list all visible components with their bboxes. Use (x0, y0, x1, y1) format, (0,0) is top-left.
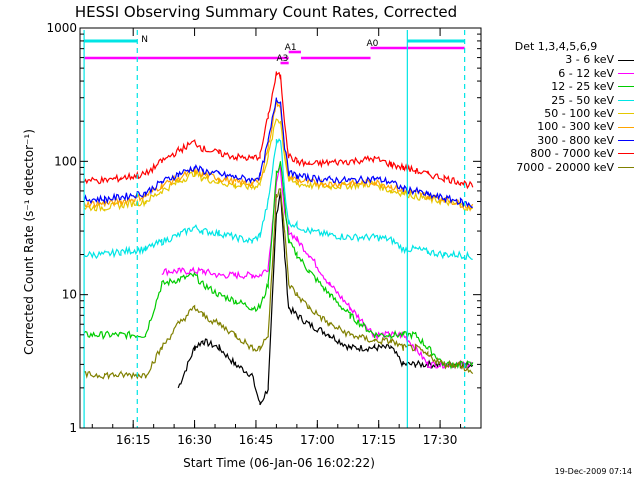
x-axis-ticks: 16:15 16:30 16:45 17:00 17:15 17:30 (91, 28, 462, 447)
x-tick-label-4: 17:00 (300, 433, 335, 447)
series-line-1 (177, 191, 474, 406)
legend-label: 800 - 7000 keV (530, 147, 614, 161)
footer-timestamp: 19-Dec-2009 07:14 (554, 467, 632, 476)
x-tick-label-6: 17:30 (423, 433, 458, 447)
legend: Det 1,3,4,5,6,9 3 - 6 keV 6 - 12 keV 12 - … (478, 40, 634, 174)
legend-label: 100 - 300 keV (537, 120, 614, 134)
legend-label: 300 - 800 keV (537, 133, 614, 147)
state-label-5: A3 (277, 54, 289, 64)
y-tick-label-2: 10 (62, 288, 77, 302)
legend-swatch (618, 73, 634, 75)
state-label-4: A0 (367, 39, 379, 49)
legend-entry: 300 - 800 keV (478, 134, 634, 147)
legend-entry: 25 - 50 keV (478, 94, 634, 107)
legend-label: 7000 - 20000 keV (516, 160, 614, 174)
state-label-2: A1 (285, 43, 297, 53)
legend-entry: 100 - 300 keV (478, 120, 634, 133)
y-tick-label-1: 1 (69, 421, 77, 435)
series-line-9 (84, 188, 474, 381)
legend-label: 6 - 12 keV (558, 66, 614, 80)
plot-frame (79, 27, 482, 429)
series-lines (83, 71, 474, 406)
x-tick-label-2: 16:30 (177, 433, 212, 447)
legend-label: 3 - 6 keV (565, 53, 614, 67)
x-tick-label-1: 16:15 (116, 433, 151, 447)
legend-entry: 3 - 6 keV (478, 53, 634, 66)
legend-entry: 12 - 25 keV (478, 80, 634, 93)
legend-swatch (618, 140, 634, 142)
chart-title: HESSI Observing Summary Count Rates, Cor… (75, 3, 457, 21)
legend-swatch (618, 153, 634, 155)
x-tick-label-5: 17:15 (361, 433, 396, 447)
legend-swatch (618, 99, 634, 101)
y-axis-label: Corrected Count Rate (s⁻¹ detector⁻¹) (22, 129, 36, 355)
y-tick-label-4: 1000 (46, 21, 77, 35)
series-line-2 (161, 164, 474, 370)
legend-label: 50 - 100 keV (544, 107, 614, 121)
vertical-markers (83, 30, 466, 428)
y-axis-ticks: 1 10 100 1000 (46, 21, 481, 435)
legend-entry: 7000 - 20000 keV (478, 161, 634, 174)
x-axis-label: Start Time (06-Jan-06 16:02:22) (183, 456, 375, 470)
legend-entry: 6 - 12 keV (478, 67, 634, 80)
legend-swatch (618, 126, 634, 128)
legend-title: Det 1,3,4,5,6,9 (514, 40, 598, 53)
attenuator-label-1: N (141, 35, 148, 45)
legend-swatch (618, 59, 634, 61)
legend-swatch (618, 113, 634, 115)
legend-label: 25 - 50 keV (551, 93, 614, 107)
x-tick-label-3: 16:45 (239, 433, 274, 447)
legend-label: 12 - 25 keV (551, 80, 614, 94)
y-tick-label-3: 100 (54, 154, 77, 168)
attenuator-bars: N A1 A0 A3 (84, 35, 465, 65)
legend-swatch (618, 166, 634, 168)
legend-entry: 50 - 100 keV (478, 107, 634, 120)
legend-swatch (618, 86, 634, 88)
legend-entries: 3 - 6 keV 6 - 12 keV 12 - 25 keV 25 - 50 ke… (478, 53, 634, 174)
legend-entry: 800 - 7000 keV (478, 147, 634, 160)
